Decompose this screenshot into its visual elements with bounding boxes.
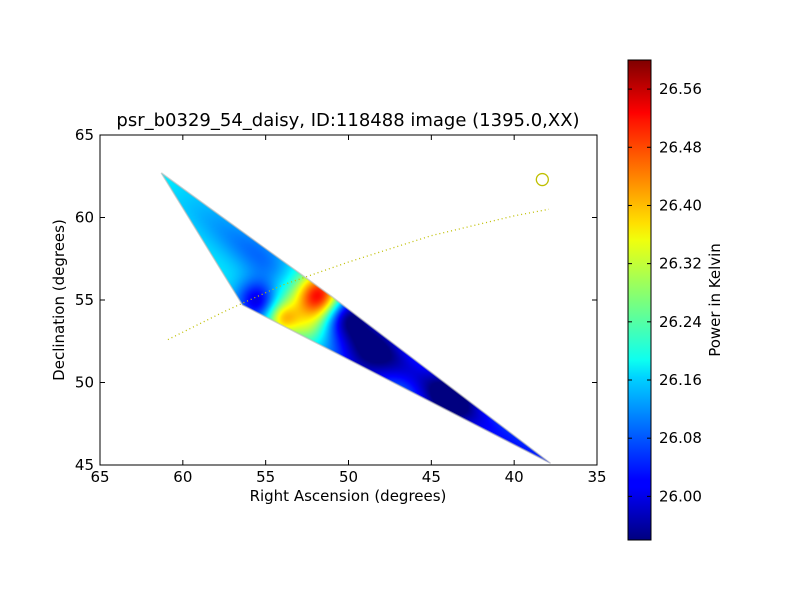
y-tick-label: 60 <box>75 209 94 227</box>
x-tick-label: 65 <box>90 468 109 486</box>
y-tick-label: 65 <box>75 126 94 144</box>
y-tick-label: 50 <box>75 374 94 392</box>
colorbar-label: Power in Kelvin <box>706 243 724 357</box>
x-axis-label: Right Ascension (degrees) <box>250 487 447 505</box>
y-tick-label: 45 <box>75 456 94 474</box>
y-tick-label: 55 <box>75 291 94 309</box>
colorbar-tick-label: 26.48 <box>659 138 702 156</box>
chart-title: psr_b0329_54_daisy, ID:118488 image (139… <box>116 110 579 131</box>
colorbar-tick-label: 26.08 <box>659 429 702 447</box>
x-tick-label: 55 <box>256 468 275 486</box>
colorbar-ticks: 26.00 26.08 26.16 26.24 26.32 26.40 26.48 26.56 <box>628 80 702 505</box>
colorbar-gradient <box>627 59 652 541</box>
heatmap-raster <box>161 172 551 464</box>
colorbar-tick-label: 26.32 <box>659 255 702 273</box>
colorbar-tick-label: 26.00 <box>659 487 702 505</box>
colorbar-tick-label: 26.16 <box>659 371 702 389</box>
coverage-edge <box>160 172 552 465</box>
colorbar-tick-label: 26.24 <box>659 313 702 331</box>
y-axis-label: Declination (degrees) <box>50 219 68 381</box>
x-tick-label: 40 <box>505 468 524 486</box>
x-tick-label: 45 <box>422 468 441 486</box>
heatmap-image <box>160 172 552 465</box>
colorbar: 26.00 26.08 26.16 26.24 26.32 26.40 26.48 26.56… <box>627 59 724 541</box>
dotted-track-line <box>167 208 550 341</box>
colorbar-tick-label: 26.56 <box>659 80 702 98</box>
colorbar-tick-label: 26.40 <box>659 196 702 214</box>
x-tick-label: 60 <box>173 468 192 486</box>
x-tick-label: 50 <box>339 468 358 486</box>
x-tick-label: 35 <box>587 468 606 486</box>
x-axis: 65 60 55 50 45 40 35 <box>90 135 607 486</box>
y-axis: 45 50 55 60 65 <box>75 126 597 474</box>
source-marker <box>535 172 549 187</box>
